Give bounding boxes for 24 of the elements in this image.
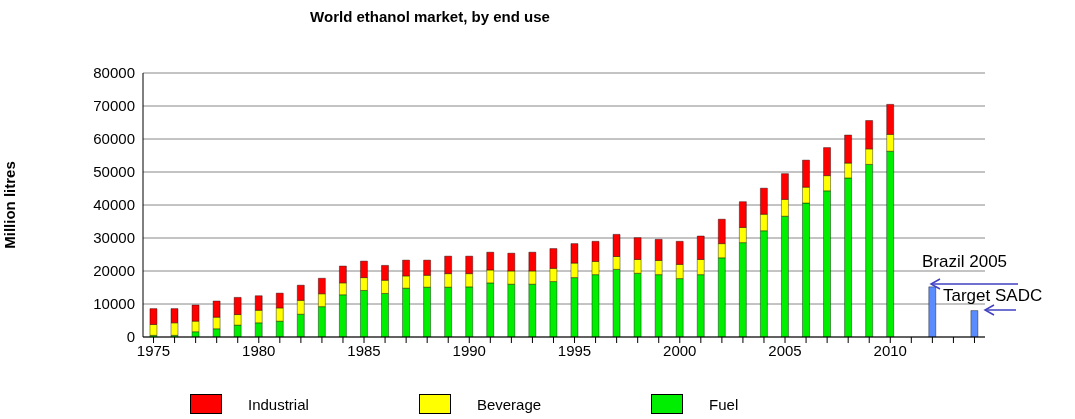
chart-title: World ethanol market, by end use [309,8,551,25]
y-tick-label: 40000 [93,196,135,214]
x-tick-label: 1995 [557,341,592,359]
y-tick-label: 60000 [93,130,135,148]
y-tick-label: 50000 [93,163,135,181]
y-axis-title: Million litres [1,161,19,249]
x-tick-label: 1985 [347,341,381,359]
x-tick-label: 1980 [242,341,276,359]
y-tick-label: 10000 [93,295,135,313]
y-tick-label: 30000 [93,229,135,247]
y-tick-label: 20000 [93,262,135,280]
annotation: Brazil 2005 [922,252,1008,272]
x-tick-label: 1975 [136,341,171,359]
legend-label: Industrial [248,395,309,413]
y-tick-label: 70000 [93,97,135,115]
y-tick-label: 0 [126,328,135,346]
x-tick-label: 2005 [768,341,802,359]
y-tick-label: 80000 [93,64,135,82]
x-tick-label: 1990 [452,341,486,359]
legend-label: Beverage [476,395,542,413]
x-tick-label: 2000 [663,341,697,359]
legend-label: Fuel [709,395,739,413]
annotation: Target SADC [943,286,1043,306]
x-tick-label: 2010 [873,341,907,359]
